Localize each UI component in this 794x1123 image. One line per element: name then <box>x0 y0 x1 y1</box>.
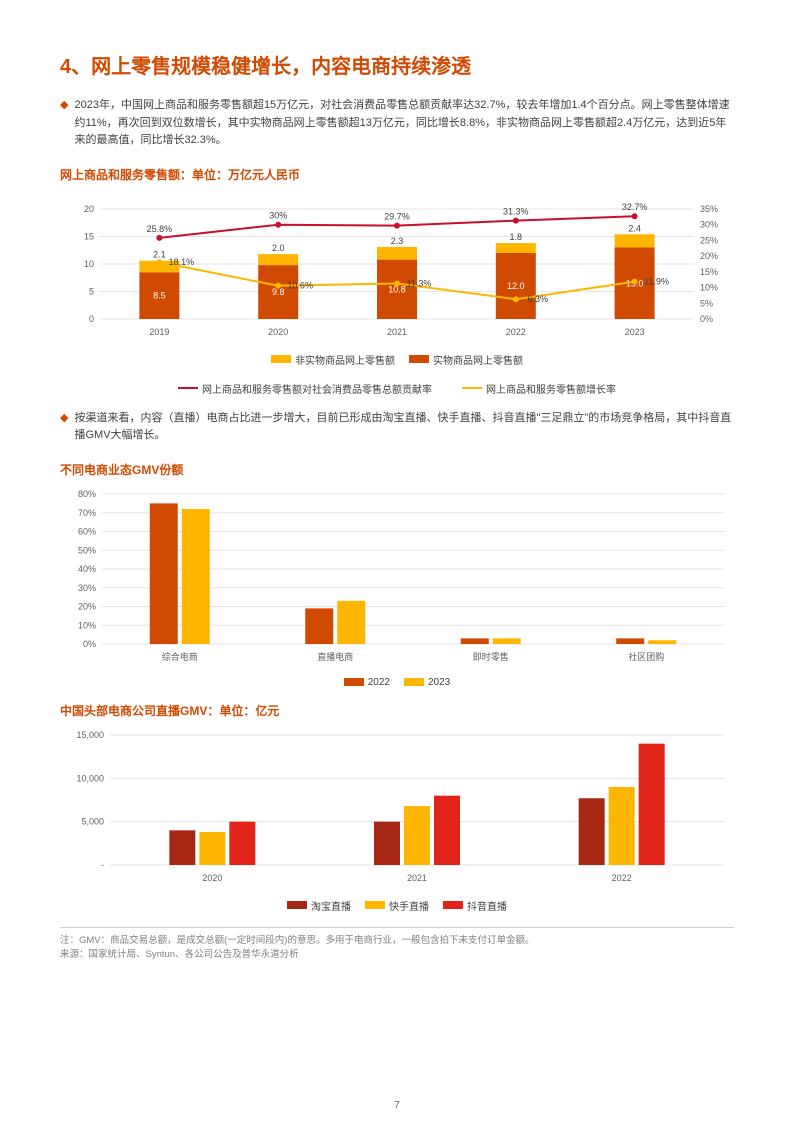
svg-text:20%: 20% <box>700 251 718 261</box>
svg-text:综合电商: 综合电商 <box>162 651 198 662</box>
svg-text:即时零售: 即时零售 <box>473 651 509 662</box>
svg-text:10.6%: 10.6% <box>287 280 313 290</box>
svg-text:社区团购: 社区团购 <box>628 651 664 662</box>
svg-text:25.8%: 25.8% <box>147 224 173 234</box>
svg-text:60%: 60% <box>78 526 96 536</box>
chart1-title: 网上商品和服务零售额：单位：万亿元人民币 <box>60 166 734 183</box>
svg-text:70%: 70% <box>78 508 96 518</box>
svg-text:10: 10 <box>84 259 94 269</box>
svg-text:11.9%: 11.9% <box>644 276 669 286</box>
svg-text:30%: 30% <box>78 583 96 593</box>
svg-text:2.0: 2.0 <box>272 243 285 253</box>
svg-text:80%: 80% <box>78 489 96 499</box>
bullet-2: ◆ 按渠道来看，内容（直播）电商占比进一步增大，目前已形成由淘宝直播、快手直播、… <box>60 410 734 445</box>
svg-text:2021: 2021 <box>407 873 427 883</box>
svg-text:直播电商: 直播电商 <box>317 651 353 662</box>
svg-text:20: 20 <box>84 204 94 214</box>
svg-text:2.4: 2.4 <box>628 223 641 233</box>
svg-text:11.3%: 11.3% <box>407 278 432 288</box>
svg-text:2020: 2020 <box>202 873 222 883</box>
svg-text:15,000: 15,000 <box>76 730 104 740</box>
svg-text:6.3%: 6.3% <box>528 294 549 304</box>
svg-text:18.1%: 18.1% <box>169 257 195 267</box>
svg-text:31.3%: 31.3% <box>503 206 529 216</box>
footnote-2: 来源：国家统计局、Syntun、各公司公告及普华永道分析 <box>60 948 734 962</box>
svg-text:5: 5 <box>89 286 94 296</box>
diamond-icon: ◆ <box>60 97 68 150</box>
svg-text:0%: 0% <box>83 639 96 649</box>
svg-text:0%: 0% <box>700 314 713 324</box>
svg-text:5,000: 5,000 <box>81 817 104 827</box>
svg-text:40%: 40% <box>78 564 96 574</box>
svg-text:32.7%: 32.7% <box>622 202 648 212</box>
diamond-icon: ◆ <box>60 410 68 445</box>
bullet-1-text: 2023年，中国网上商品和服务零售额超15万亿元，对社会消费品零售总额贡献率达3… <box>74 97 734 150</box>
svg-text:20%: 20% <box>78 601 96 611</box>
svg-text:2.3: 2.3 <box>391 236 404 246</box>
svg-text:5%: 5% <box>700 298 713 308</box>
svg-text:30%: 30% <box>269 210 287 220</box>
svg-text:15: 15 <box>84 231 94 241</box>
svg-text:35%: 35% <box>700 204 718 214</box>
chart2-legend: 2022 2023 <box>60 677 734 688</box>
svg-text:10%: 10% <box>78 620 96 630</box>
chart1-legend: 非实物商品网上零售额 实物商品网上零售额 网上商品和服务零售额对社会消费品零售总… <box>117 352 677 396</box>
page-title: 4、网上零售规模稳健增长，内容电商持续渗透 <box>60 50 734 79</box>
chart3-legend: 淘宝直播 快手直播 抖音直播 <box>60 898 734 913</box>
svg-text:10%: 10% <box>700 282 718 292</box>
svg-text:25%: 25% <box>700 235 718 245</box>
svg-text:2022: 2022 <box>612 873 632 883</box>
bullet-1: ◆ 2023年，中国网上商品和服务零售额超15万亿元，对社会消费品零售总额贡献率… <box>60 97 734 150</box>
svg-text:-: - <box>101 860 104 870</box>
chart3-title: 中国头部电商公司直播GMV：单位：亿元 <box>60 702 734 719</box>
svg-text:50%: 50% <box>78 545 96 555</box>
svg-text:2021: 2021 <box>387 327 407 337</box>
svg-text:30%: 30% <box>700 219 718 229</box>
svg-text:2020: 2020 <box>268 327 288 337</box>
svg-text:15%: 15% <box>700 267 718 277</box>
footnote-1: 注：GMV：商品交易总额，是成交总额(一定时间段内)的意思。多用于电商行业，一般… <box>60 934 734 948</box>
svg-text:1.8: 1.8 <box>510 232 523 242</box>
svg-text:29.7%: 29.7% <box>384 211 410 221</box>
svg-text:12.0: 12.0 <box>507 281 525 291</box>
svg-text:0: 0 <box>89 314 94 324</box>
bullet-2-text: 按渠道来看，内容（直播）电商占比进一步增大，目前已形成由淘宝直播、快手直播、抖音… <box>74 410 734 445</box>
chart1: 0 5 10 15 20 0% 5% 10% 15% 20% 25% 30% 35% 8.5 2.1 2019… <box>60 191 734 344</box>
svg-text:2.1: 2.1 <box>153 249 166 259</box>
chart2: 0% 10% 20% 30% 40% 50% 60% 70% 80% 综合电商 直播电商 即时零售 社区… <box>60 486 734 669</box>
chart3: - 5,000 10,000 15,000 2020 2021 2022 <box>60 727 734 890</box>
svg-text:2023: 2023 <box>625 327 645 337</box>
svg-text:10,000: 10,000 <box>76 773 104 783</box>
svg-text:8.5: 8.5 <box>153 290 166 300</box>
page-number: 7 <box>0 1100 794 1111</box>
svg-text:2019: 2019 <box>149 327 169 337</box>
footnotes: 注：GMV：商品交易总额，是成交总额(一定时间段内)的意思。多用于电商行业，一般… <box>60 927 734 963</box>
svg-text:2022: 2022 <box>506 327 526 337</box>
chart2-title: 不同电商业态GMV份额 <box>60 461 734 478</box>
